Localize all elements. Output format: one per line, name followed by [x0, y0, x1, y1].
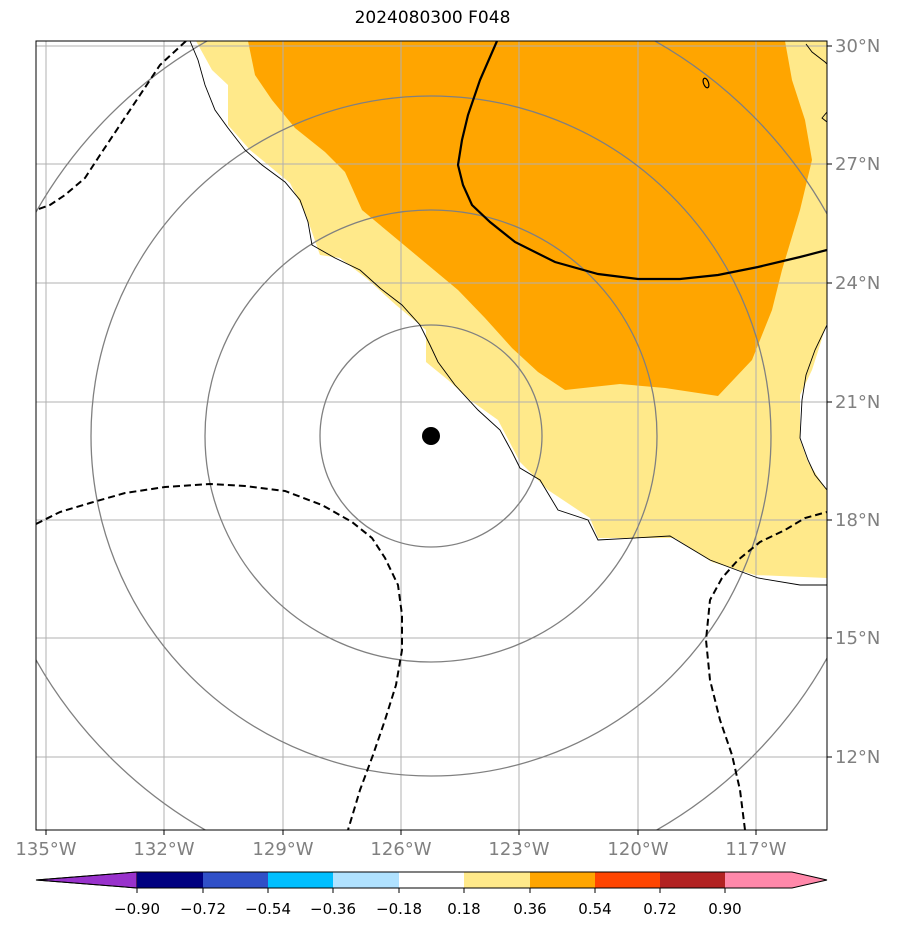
coastline [189, 41, 827, 586]
storm-center-marker [422, 427, 440, 445]
solid-contour-small [702, 77, 710, 89]
lon-label: 132°W [133, 839, 194, 860]
colorbar-segment [399, 872, 464, 888]
colorbar-tick-label: 0.18 [447, 900, 480, 918]
coastline-gulf [799, 324, 827, 491]
colorbar-tick-label: −0.18 [376, 900, 422, 918]
lon-label: 120°W [607, 839, 668, 860]
colorbar-tick-label: 0.36 [513, 900, 546, 918]
lon-label: 117°W [725, 839, 786, 860]
distance-rings [36, 41, 827, 830]
lat-label: 30°N [835, 36, 880, 57]
colorbar-extend-left [35, 871, 138, 889]
map-title: 2024080300 F048 [354, 8, 511, 28]
colorbar-tick-label: −0.90 [114, 900, 160, 918]
lon-label: 123°W [488, 839, 549, 860]
longitude-labels: 135°W 132°W 129°W 126°W 123°W 120°W 117°… [15, 839, 786, 860]
colorbar-segment [268, 872, 333, 888]
colorbar-segment [530, 872, 595, 888]
lat-lon-grid [36, 41, 827, 830]
colorbar-tick-label: −0.54 [245, 900, 291, 918]
dashed-contours [36, 41, 827, 830]
latitude-labels: 30°N 27°N 24°N 21°N 18°N 15°N 12°N [835, 36, 880, 768]
colorbar-segment [137, 872, 203, 888]
colorbar-segment [464, 872, 530, 888]
colorbar-tick-label: −0.72 [180, 900, 226, 918]
map-plot-area [36, 41, 827, 830]
colorbar-tick-label: 0.54 [578, 900, 611, 918]
colorbar-tick-label: 0.72 [643, 900, 676, 918]
lat-label: 12°N [835, 747, 880, 768]
colorbar-segment [203, 872, 268, 888]
shade-level-0.36 [248, 41, 812, 396]
solid-contour [456, 41, 827, 281]
colorbar: −0.90 −0.72 −0.54 −0.36 −0.18 0.18 0.36 … [35, 871, 828, 918]
colorbar-tick-label: 0.90 [708, 900, 741, 918]
colorbar-segment [595, 872, 660, 888]
lat-label: 18°N [835, 510, 880, 531]
colorbar-segment [660, 872, 725, 888]
lon-label: 126°W [370, 839, 431, 860]
lat-label: 21°N [835, 392, 880, 413]
colorbar-extend-right [725, 872, 827, 888]
lat-label: 15°N [835, 628, 880, 649]
axis-ticks [45, 45, 832, 835]
lat-label: 27°N [835, 154, 880, 175]
colorbar-segment [333, 872, 399, 888]
map-frame [35, 40, 828, 831]
lon-label: 135°W [15, 839, 76, 860]
lon-label: 129°W [252, 839, 313, 860]
lat-label: 24°N [835, 273, 880, 294]
colorbar-tick-label: −0.36 [310, 900, 356, 918]
coastline-north [805, 43, 827, 123]
